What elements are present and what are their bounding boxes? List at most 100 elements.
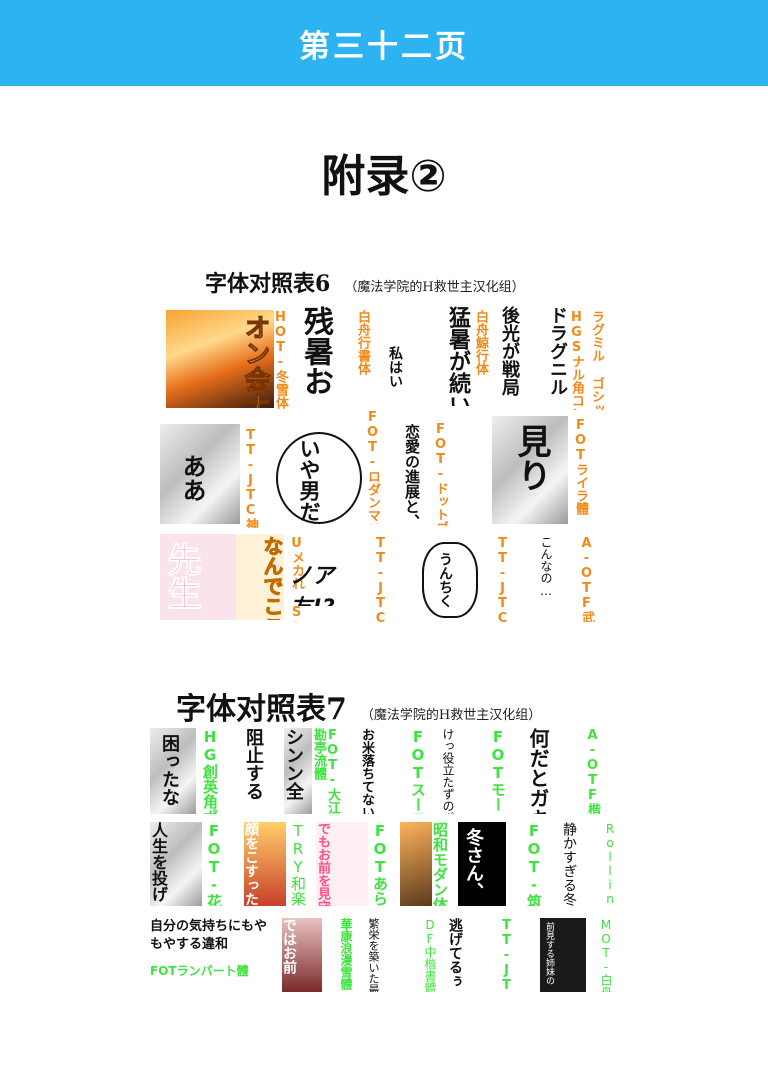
sample-image: 恋愛の進展と、 — [404, 424, 432, 524]
sample-image: 先生 — [160, 534, 236, 620]
sample-text: 見り — [511, 424, 551, 492]
sample-text: でもお前を見守っていよう — [316, 822, 330, 906]
sample-image: 自分の気持ちにもやもやする違和 FOTランパート體 — [150, 918, 270, 992]
sample-text: 冬さん、 — [463, 828, 484, 900]
sample-text: 繁栄を築いた最大の功労者伝説的な英雄 — [368, 918, 380, 992]
sample-image: シンン全 — [284, 728, 312, 814]
font-label: FOTライラ體 — [574, 418, 598, 522]
section-heading-6: 字体对照表6 （魔法学院的H救世主汉化组） — [205, 266, 525, 298]
font-label — [244, 536, 268, 622]
font-label-text: FOTスーラキャピ體 — [410, 728, 427, 814]
font-label-text: DF中楷書體 — [424, 918, 437, 992]
sample-image: ノア友!? — [288, 546, 372, 606]
section-title: 字体对照表6 — [205, 271, 331, 297]
font-label: TT-JTCとんかPOP-UP体 — [500, 918, 540, 992]
sample-text: 顔をこすった — [244, 822, 259, 906]
sample-text: 何だとガキ… — [528, 728, 550, 814]
font-label-text: ラグミル ゴシック体 — [590, 310, 604, 410]
font-label: 白舟行書体 — [356, 310, 376, 410]
sample-image: ドラグニル 後光が戦局 — [498, 306, 568, 406]
sample-text: うんちく — [437, 552, 453, 608]
font-label: Rolling Sid體 — [604, 822, 626, 906]
sample-text: 人生を投げ — [150, 822, 168, 902]
font-label: FOT-ドットゴシック16 Std M體 — [434, 422, 482, 526]
font-label-text: FOT-花園テクノーU體 — [206, 822, 223, 906]
sample-image — [400, 822, 432, 906]
sample-image: いや男だけどな — [272, 424, 362, 524]
section-title: 字体对照表7 — [176, 692, 347, 727]
sample-text: 先生 — [161, 542, 202, 611]
sample-image: 見り — [492, 416, 568, 524]
font-label: 勘亭流體 — [312, 728, 352, 814]
sample-text: ではお前 — [282, 918, 297, 974]
sample-image: 繁栄を築いた最大の功労者伝説的な英雄 — [368, 918, 428, 992]
sample-image: 顔をこすった — [244, 822, 286, 906]
font-sample-grid-6: オン会ナ HOT-冬雪体 残暑お 白舟行書体 猛暑が続い 私はい 白舟鯨行体 ド… — [160, 306, 610, 622]
font-label-text: FOT-ロダンマリアPro DB體 — [366, 410, 380, 524]
font-label: FOT-筑紫B丸ゴシック體 — [526, 822, 566, 906]
font-label: 華康浪漫雪體 — [340, 918, 366, 992]
font-label-text: FOTモード明朝A — [490, 728, 507, 814]
font-label-text: Rolling Sid體 — [604, 822, 617, 906]
font-label: FOTモード明朝A — [490, 728, 526, 814]
sample-text: オン会ナ — [240, 314, 271, 409]
sample-image: お米落ちてないでチュンヌ? — [360, 728, 410, 814]
page-header-bar: 第三十二页 — [0, 0, 768, 86]
font-label: TRY和楽体 — [290, 822, 314, 906]
font-label-text: FOT-ドットゴシック16 Std M體 — [434, 422, 448, 526]
font-label-text: TRY和楽体 — [290, 822, 307, 906]
header-title: 第三十二页 — [299, 28, 469, 65]
sample-text: 逃げてるぅ — [448, 918, 463, 988]
font-label: TT-JTC神楽體 — [244, 428, 268, 528]
font-label-text: FOTあられ體 — [372, 822, 389, 906]
section-credit: （魔法学院的H救世主汉化组） — [344, 280, 525, 295]
sample-text: シンン全 — [284, 728, 304, 800]
sample-image: オン会ナ — [166, 310, 274, 408]
sample-text: なんでここに — [260, 536, 285, 621]
sample-image: 人生を投げ — [150, 822, 202, 906]
sample-text: 残暑お — [300, 306, 333, 396]
font-label-text: HOT-冬雪体 — [274, 310, 288, 409]
font-label: FOT-花園テクノーU體 — [206, 822, 246, 906]
font-label: HGSナル角コンデンス — [570, 310, 590, 410]
font-label: FOT-ロダンマリアPro DB體 — [366, 410, 402, 524]
sample-text: 自分の気持ちにもやもやする違和 — [150, 919, 268, 953]
font-label-text: Uメカれ Std U體 — [290, 536, 304, 622]
font-label-text: A-OTF武蔵野體 — [580, 536, 594, 622]
sample-text: 後光が戦局 — [499, 306, 520, 396]
sample-image: ではお前 — [282, 918, 322, 992]
font-label: HOT-冬雪体 — [274, 310, 294, 410]
font-label: ラグミル ゴシック体 — [590, 310, 610, 410]
font-label: FOTスーラキャピ體 — [410, 728, 440, 814]
sample-image: 逃げてるぅ — [448, 918, 496, 992]
sample-text: 静かすぎる冬は — [562, 822, 577, 906]
sample-image: 阻止する — [244, 728, 284, 814]
font-label-text: MOT-白舟行書體 — [600, 918, 613, 992]
sample-image: 前見する姉妹の — [540, 918, 586, 992]
font-label-text: HGSナル角コンデンス — [570, 310, 584, 410]
sample-text: 私はい — [387, 346, 403, 388]
sample-text: 恋愛の進展と、 — [404, 424, 421, 524]
font-label-text: 白舟鯨行体 — [474, 310, 488, 375]
font-label-text: 白舟行書体 — [356, 310, 370, 375]
font-label-text: TT-JTCじゃんけんU體 — [496, 536, 510, 622]
font-sample-grid-7: 困ったな HG創英角ポップ體 阻止する シンン全 勘亭流體 FOT-大江戸勘亭流… — [148, 726, 628, 996]
font-label: TT-JTCじゃんけんU體 — [496, 536, 536, 622]
font-label: 昭和モダン体 — [432, 822, 456, 906]
sample-text: 困ったな — [159, 734, 180, 806]
sample-text: ドラグニル — [547, 306, 568, 396]
sample-text: お米落ちてないでチュンヌ? — [360, 728, 374, 814]
sample-text: 猛暑が続い — [445, 306, 470, 406]
font-label: 白舟鯨行体 — [474, 310, 496, 410]
font-label: HG創英角ポップ體 — [202, 728, 238, 814]
sample-image: なんでここに — [236, 534, 284, 620]
page-title: 附录② — [321, 151, 447, 202]
font-label: Uメカれ Std U體 — [290, 536, 314, 622]
sample-image: うんちく — [418, 536, 498, 622]
sample-text: こんなの… — [540, 536, 553, 598]
sample-text: ノア友!? — [290, 564, 335, 606]
section-credit: （魔法学院的H救世主汉化组） — [360, 708, 542, 723]
sample-image: でもお前を見守っていよう — [316, 822, 368, 906]
sample-image: 静かすぎる冬は — [562, 822, 600, 906]
font-label: FOTあられ體 — [372, 822, 402, 906]
